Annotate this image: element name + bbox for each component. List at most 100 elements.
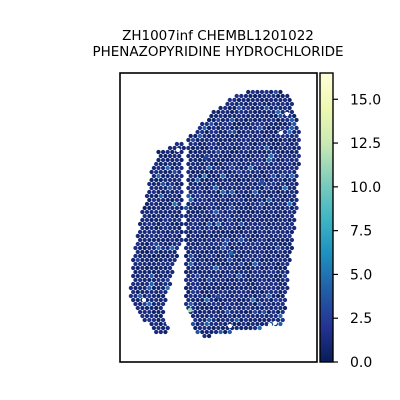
- spot: [259, 209, 265, 215]
- spot: [200, 209, 205, 215]
- spot: [223, 129, 228, 135]
- spot: [229, 221, 235, 227]
- spot: [209, 265, 214, 271]
- spot: [165, 229, 170, 235]
- spot: [292, 137, 297, 143]
- spot: [289, 237, 295, 243]
- spot: [236, 321, 242, 327]
- spot: [156, 157, 161, 163]
- spot: [158, 241, 163, 247]
- spot: [174, 189, 180, 195]
- spot: [280, 213, 285, 219]
- spot: [239, 141, 244, 147]
- spot-gap: [267, 322, 273, 328]
- spot: [190, 193, 196, 199]
- spot: [200, 121, 205, 127]
- spot: [266, 213, 272, 219]
- spot: [206, 125, 212, 131]
- spot: [250, 97, 255, 103]
- spot: [223, 161, 228, 167]
- spot: [142, 261, 147, 267]
- spot: [278, 145, 283, 151]
- spot: [266, 133, 272, 139]
- spot: [264, 225, 269, 231]
- spot: [220, 173, 226, 179]
- spot: [273, 113, 278, 119]
- spot: [193, 221, 198, 227]
- spot: [202, 133, 207, 139]
- spot: [278, 257, 283, 263]
- spot: [271, 309, 276, 315]
- spot: [218, 313, 223, 319]
- spot: [172, 209, 177, 215]
- spot: [167, 209, 173, 215]
- spot: [250, 249, 255, 255]
- spot: [269, 249, 274, 255]
- spot: [216, 237, 221, 243]
- spot: [271, 165, 276, 171]
- spot: [285, 269, 290, 275]
- spot: [227, 313, 232, 319]
- spot: [144, 193, 150, 199]
- spot: [236, 241, 242, 247]
- spot: [218, 225, 223, 231]
- spot: [255, 313, 260, 319]
- spot: [264, 241, 269, 247]
- spot: [220, 269, 226, 275]
- spot: [200, 273, 205, 279]
- spot: [202, 317, 207, 323]
- spot: [252, 165, 258, 171]
- spot: [275, 293, 281, 299]
- spot: [236, 145, 242, 151]
- spot: [252, 229, 258, 235]
- spot: [257, 189, 262, 195]
- spot: [275, 165, 281, 171]
- spot: [158, 193, 163, 199]
- spot: [200, 201, 205, 207]
- spot: [223, 305, 228, 311]
- spot: [287, 201, 292, 207]
- spot: [149, 273, 154, 279]
- spot: [218, 297, 223, 303]
- spot: [218, 257, 223, 263]
- spot: [188, 141, 193, 147]
- spot: [257, 285, 262, 291]
- spot: [269, 185, 274, 191]
- spot: [195, 273, 200, 279]
- spot: [135, 241, 140, 247]
- spot: [156, 277, 161, 283]
- spot: [278, 169, 283, 175]
- spot: [282, 129, 288, 135]
- spot: [206, 181, 212, 187]
- spot: [225, 181, 230, 187]
- spot: [280, 109, 285, 115]
- spot: [160, 277, 166, 283]
- spot: [211, 133, 216, 139]
- spot: [206, 205, 212, 211]
- spot: [289, 173, 295, 179]
- spot: [269, 145, 274, 151]
- spot: [188, 229, 193, 235]
- spot: [273, 257, 278, 263]
- spot: [248, 213, 253, 219]
- spot: [232, 241, 237, 247]
- spot: [232, 113, 237, 119]
- spot: [257, 101, 262, 107]
- spot: [204, 329, 209, 335]
- spot: [177, 161, 182, 167]
- spot: [285, 213, 290, 219]
- spot: [250, 169, 255, 175]
- spot-outlier: [215, 294, 221, 300]
- spot: [243, 141, 249, 147]
- spot: [239, 285, 244, 291]
- spot: [202, 301, 207, 307]
- spot: [186, 193, 191, 199]
- spot: [137, 253, 143, 259]
- spot: [223, 153, 228, 159]
- spot: [234, 213, 239, 219]
- spot: [225, 237, 230, 243]
- spot: [280, 149, 285, 155]
- spot: [250, 265, 255, 271]
- spot: [220, 301, 226, 307]
- spot: [246, 89, 251, 95]
